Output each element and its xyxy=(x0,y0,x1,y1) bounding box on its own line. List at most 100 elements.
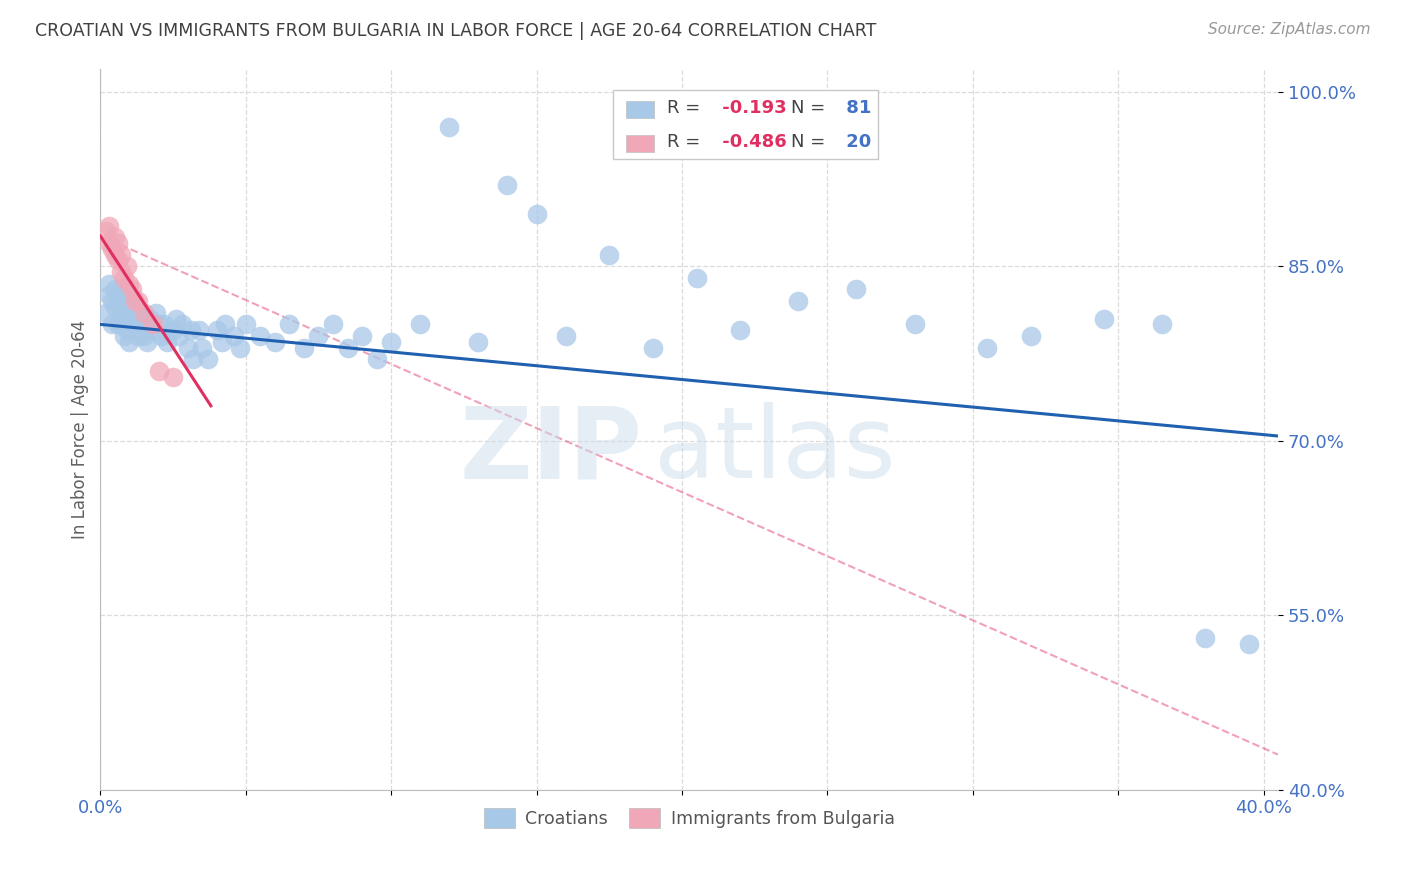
Text: R =: R = xyxy=(666,133,706,151)
Point xyxy=(439,120,461,134)
Point xyxy=(132,306,155,320)
Point xyxy=(409,318,432,332)
Point xyxy=(104,300,127,314)
Point xyxy=(121,300,143,314)
Point xyxy=(224,329,246,343)
Point xyxy=(98,219,121,233)
Point xyxy=(110,247,132,261)
Point xyxy=(191,341,214,355)
Point xyxy=(98,235,121,250)
Text: R =: R = xyxy=(666,99,706,117)
Point xyxy=(145,306,167,320)
Point xyxy=(127,329,149,343)
Point xyxy=(104,247,127,261)
Point xyxy=(205,323,228,337)
FancyBboxPatch shape xyxy=(626,101,654,118)
Point xyxy=(110,283,132,297)
Point xyxy=(132,306,155,320)
Point xyxy=(124,294,146,309)
Point xyxy=(1237,637,1260,651)
Point xyxy=(1092,311,1115,326)
Point xyxy=(976,341,998,355)
Point xyxy=(526,207,548,221)
Point xyxy=(142,318,165,332)
Point xyxy=(101,242,124,256)
Point xyxy=(107,318,129,332)
Point xyxy=(110,265,132,279)
Point xyxy=(110,300,132,314)
Point xyxy=(115,323,138,337)
Point xyxy=(129,318,152,332)
Point xyxy=(598,247,620,261)
Text: ZIP: ZIP xyxy=(460,402,643,500)
Point xyxy=(153,318,176,332)
Point xyxy=(1150,318,1173,332)
Point xyxy=(336,341,359,355)
Point xyxy=(229,341,252,355)
Text: CROATIAN VS IMMIGRANTS FROM BULGARIA IN LABOR FORCE | AGE 20-64 CORRELATION CHAR: CROATIAN VS IMMIGRANTS FROM BULGARIA IN … xyxy=(35,22,876,40)
Point xyxy=(235,318,257,332)
Point xyxy=(728,323,751,337)
Point xyxy=(249,329,271,343)
Point xyxy=(322,318,344,332)
Point xyxy=(845,283,868,297)
Point xyxy=(135,334,157,349)
Point xyxy=(170,318,193,332)
Point xyxy=(183,352,205,367)
Point xyxy=(148,364,170,378)
FancyBboxPatch shape xyxy=(626,135,654,153)
Point xyxy=(278,318,301,332)
Text: 81: 81 xyxy=(839,99,872,117)
Point xyxy=(496,178,519,192)
Point xyxy=(167,329,190,343)
Point xyxy=(124,318,146,332)
Point xyxy=(127,306,149,320)
Point xyxy=(112,270,135,285)
Point xyxy=(132,329,155,343)
Point xyxy=(127,294,149,309)
Point xyxy=(1194,632,1216,646)
Point xyxy=(96,306,118,320)
Point xyxy=(150,329,173,343)
Text: Source: ZipAtlas.com: Source: ZipAtlas.com xyxy=(1208,22,1371,37)
Point xyxy=(211,334,233,349)
Point xyxy=(118,277,141,291)
Point xyxy=(107,288,129,302)
Point xyxy=(121,318,143,332)
Point xyxy=(101,294,124,309)
Text: N =: N = xyxy=(790,133,831,151)
Point xyxy=(118,306,141,320)
Point xyxy=(112,306,135,320)
Point xyxy=(112,329,135,343)
Point xyxy=(165,311,187,326)
Point xyxy=(292,341,315,355)
Text: -0.193: -0.193 xyxy=(716,99,787,117)
Point xyxy=(214,318,236,332)
Point xyxy=(179,323,201,337)
Point xyxy=(176,341,198,355)
Text: 20: 20 xyxy=(839,133,872,151)
Point xyxy=(904,318,927,332)
Point xyxy=(118,334,141,349)
Point xyxy=(197,352,219,367)
Point xyxy=(366,352,388,367)
Point xyxy=(142,323,165,337)
Point xyxy=(162,323,184,337)
Point xyxy=(96,224,118,238)
Point xyxy=(107,253,129,268)
Point xyxy=(98,288,121,302)
Point xyxy=(352,329,374,343)
Point xyxy=(110,318,132,332)
Point xyxy=(263,334,285,349)
Point xyxy=(98,277,121,291)
Point xyxy=(104,283,127,297)
Point xyxy=(188,323,211,337)
Point xyxy=(1019,329,1042,343)
Point xyxy=(118,288,141,302)
Y-axis label: In Labor Force | Age 20-64: In Labor Force | Age 20-64 xyxy=(72,319,89,539)
Point xyxy=(307,329,329,343)
Point xyxy=(101,318,124,332)
Point xyxy=(124,300,146,314)
Point xyxy=(685,270,707,285)
Point xyxy=(115,294,138,309)
